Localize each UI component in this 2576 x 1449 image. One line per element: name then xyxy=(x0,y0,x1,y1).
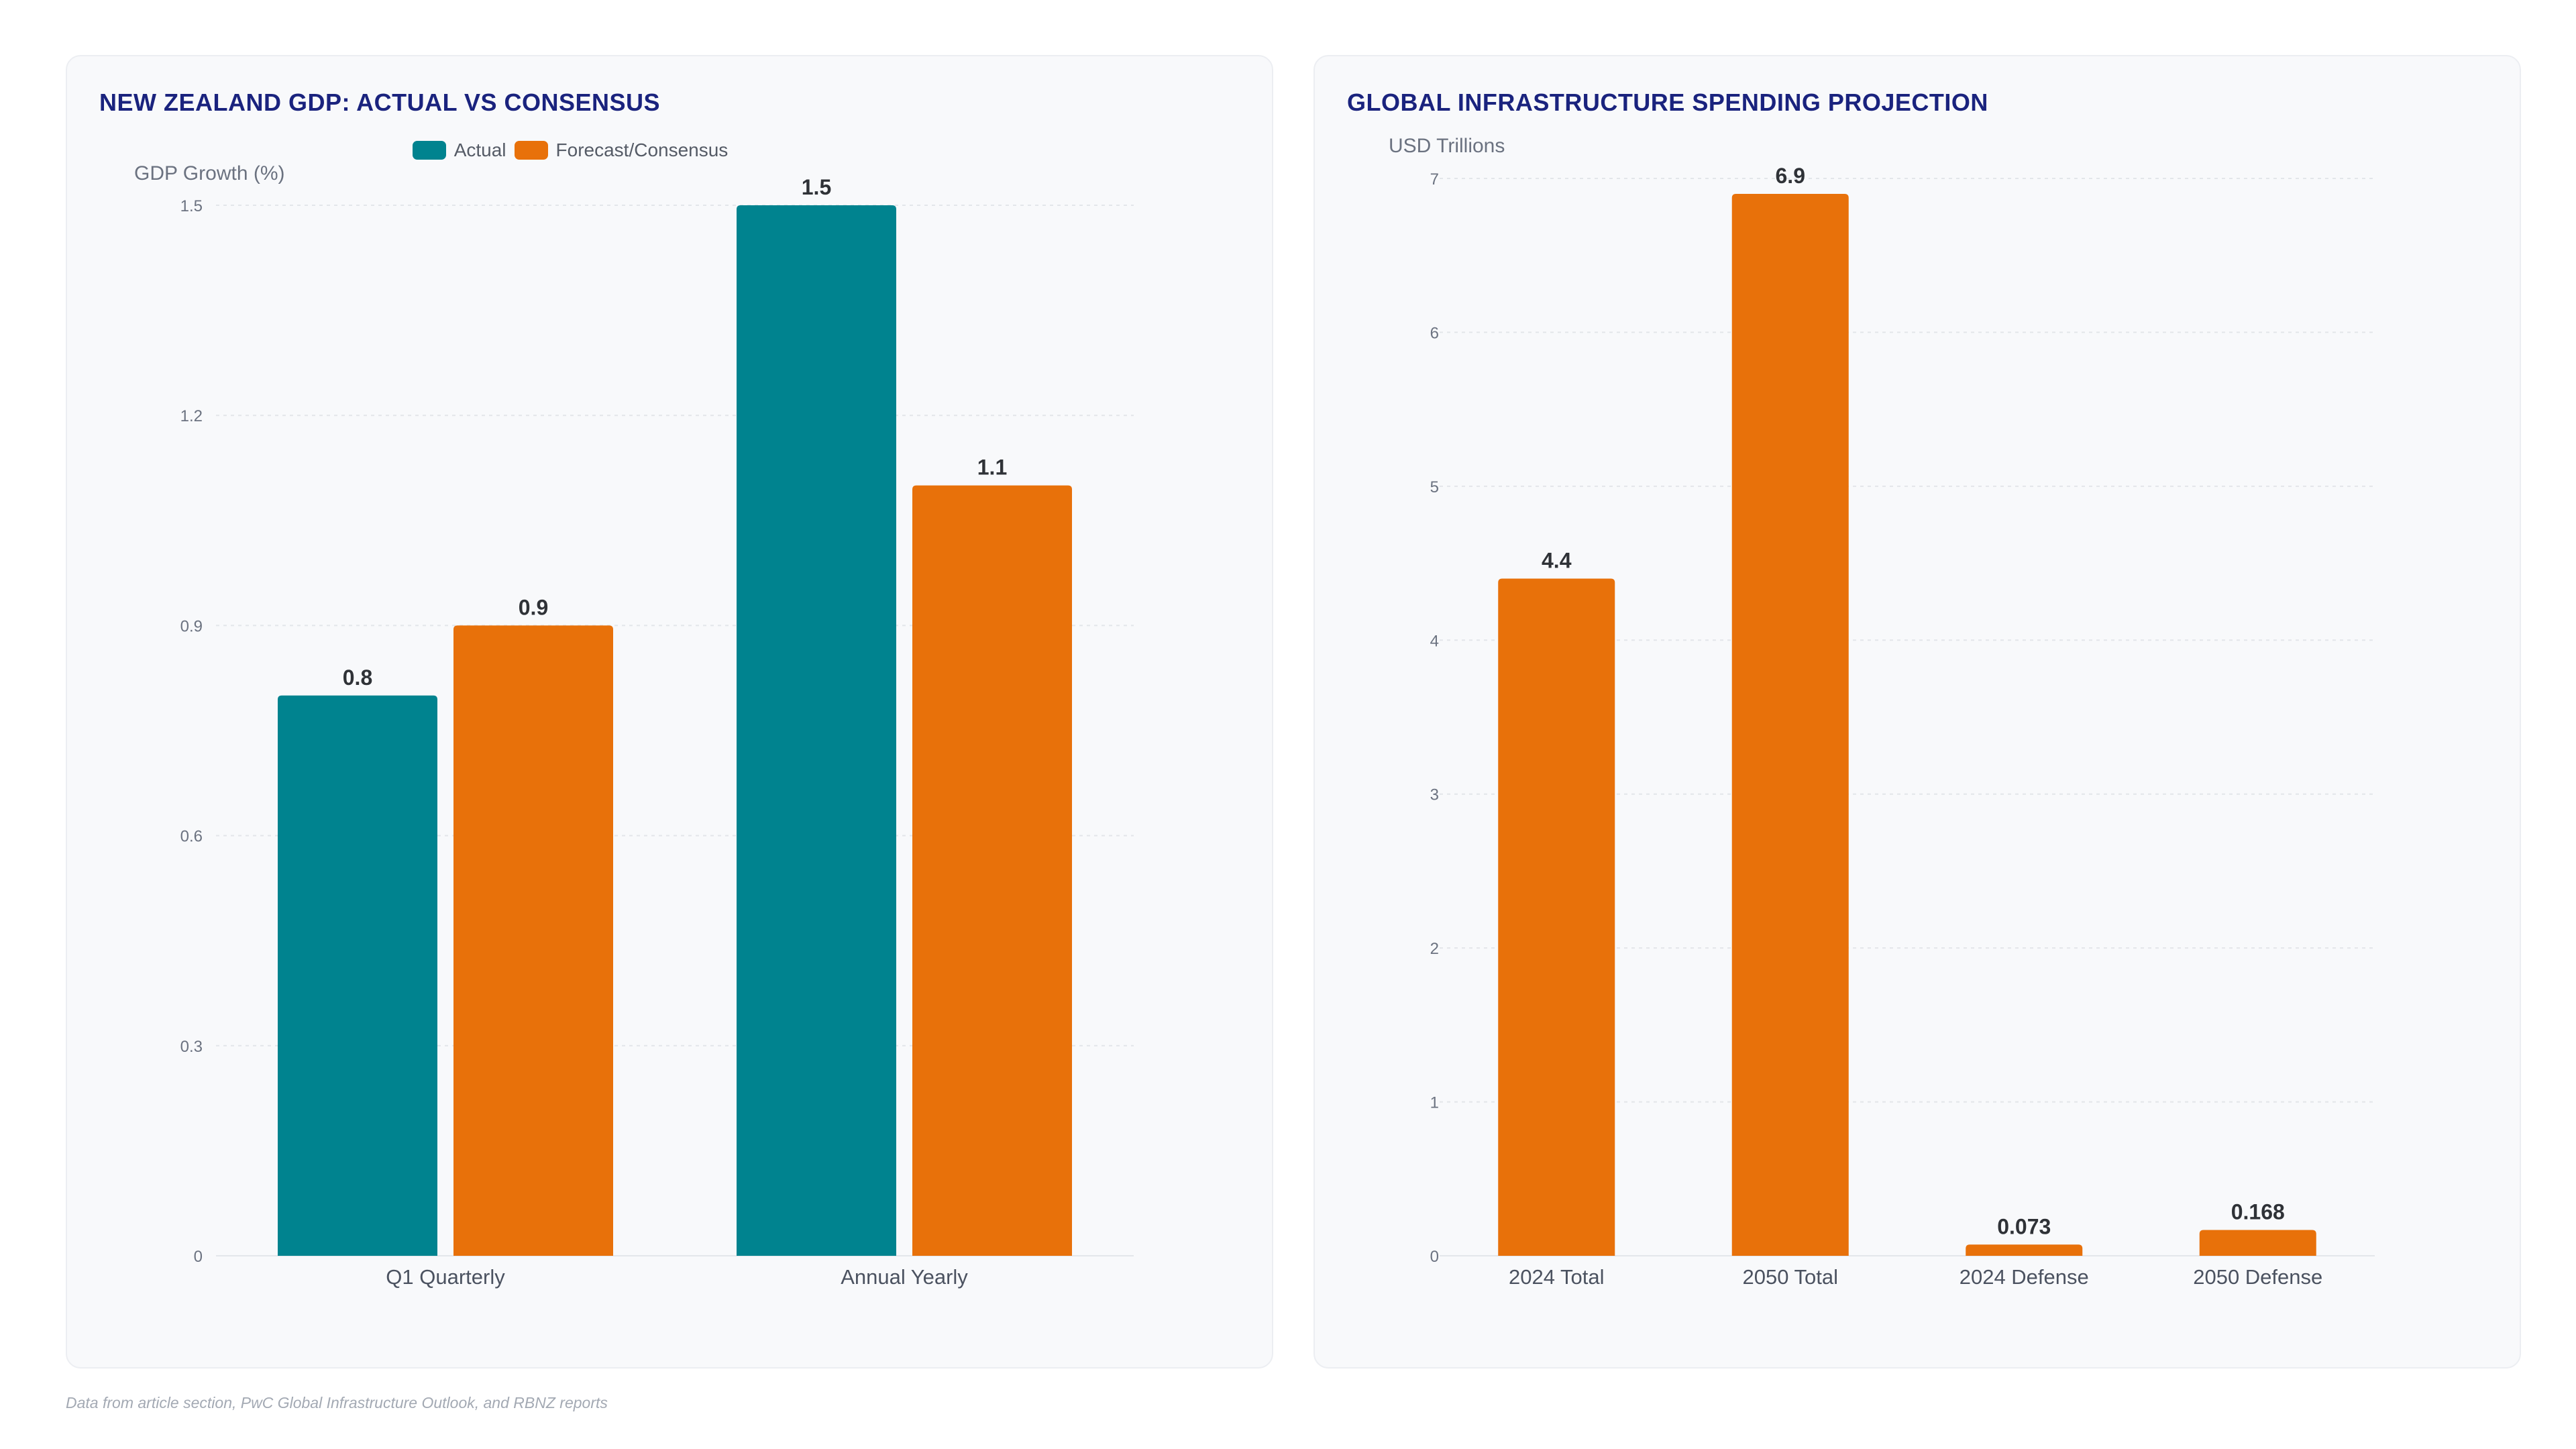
legend-item-forecast[interactable]: Forecast/Consensus xyxy=(514,140,729,161)
gdp-x-tick-label: Q1 Quarterly xyxy=(386,1265,505,1289)
legend-swatch-actual xyxy=(412,141,446,160)
infrastructure-x-tick-label: 2050 Defense xyxy=(2193,1265,2322,1289)
infrastructure-y-tick-label: 4 xyxy=(1430,632,1439,650)
infrastructure-y-axis-title: USD Trillions xyxy=(1389,135,1505,157)
infrastructure-chart-panel: GLOBAL INFRASTRUCTURE SPENDING PROJECTIO… xyxy=(1313,55,2521,1368)
legend-swatch-forecast xyxy=(514,141,548,160)
legend-label-forecast: Forecast/Consensus xyxy=(555,140,729,160)
infrastructure-value-label: 4.4 xyxy=(1542,549,1572,573)
infrastructure-value-label: 6.9 xyxy=(1776,164,1805,188)
gdp-y-tick-label: 1.5 xyxy=(180,197,203,215)
infrastructure-x-tick-label: 2024 Total xyxy=(1509,1265,1605,1289)
gdp-value-label: 0.9 xyxy=(519,595,548,619)
legend-item-actual[interactable]: Actual xyxy=(412,140,506,161)
infrastructure-y-tick-label: 6 xyxy=(1430,324,1439,342)
gdp-y-axis-title: GDP Growth (%) xyxy=(134,162,285,184)
infrastructure-x-tick-label: 2024 Defense xyxy=(1960,1265,2089,1289)
gdp-x-tick-label: Annual Yearly xyxy=(841,1265,968,1289)
gdp-bar xyxy=(453,625,613,1256)
gdp-value-label: 1.1 xyxy=(977,455,1007,480)
gdp-y-tick-label: 0 xyxy=(194,1248,203,1266)
gdp-bar xyxy=(278,695,437,1256)
gdp-chart-title: NEW ZEALAND GDP: ACTUAL VS CONSENSUS xyxy=(99,89,661,116)
gdp-y-tick-label: 0.3 xyxy=(180,1038,203,1056)
infrastructure-y-tick-label: 3 xyxy=(1430,786,1439,804)
infrastructure-value-label: 0.073 xyxy=(1997,1214,2051,1238)
infrastructure-y-tick-label: 0 xyxy=(1430,1248,1439,1266)
gdp-chart-legend: Actual Forecast/Consensus xyxy=(67,140,1275,161)
infrastructure-bar xyxy=(1498,578,1615,1256)
gdp-bar xyxy=(737,205,896,1256)
infrastructure-y-tick-label: 5 xyxy=(1430,478,1439,496)
gdp-bar-chart: 0 0.3 0.6 0.9 1.2 1.5 0.8 0.9 Q1 Quarterly 1.5 1.1… xyxy=(180,175,1134,1289)
infrastructure-bar-chart: 0 1 2 3 4 5 6 7 4.4 2024 Total 6.9 2050 Total 0.073 2… xyxy=(1430,164,2375,1289)
gdp-y-tick-label: 1.2 xyxy=(180,407,203,425)
infrastructure-value-label: 0.168 xyxy=(2231,1199,2285,1224)
infrastructure-bar xyxy=(2199,1230,2316,1256)
gdp-bar xyxy=(912,485,1072,1256)
gdp-value-label: 0.8 xyxy=(343,665,372,690)
infrastructure-x-tick-label: 2050 Total xyxy=(1743,1265,1839,1289)
legend-label-actual: Actual xyxy=(453,140,506,160)
source-note: Data from article section, PwC Global In… xyxy=(66,1394,608,1411)
gdp-y-tick-label: 0.9 xyxy=(180,617,203,635)
infrastructure-bar xyxy=(1966,1244,2083,1256)
infrastructure-chart-title: GLOBAL INFRASTRUCTURE SPENDING PROJECTIO… xyxy=(1347,89,1988,116)
gdp-y-tick-label: 0.6 xyxy=(180,828,203,846)
infrastructure-bar xyxy=(1731,193,1849,1256)
gdp-value-label: 1.5 xyxy=(802,175,831,199)
gdp-chart-panel: NEW ZEALAND GDP: ACTUAL VS CONSENSUS Act… xyxy=(66,55,1273,1368)
infrastructure-y-tick-label: 2 xyxy=(1430,940,1439,958)
infrastructure-y-tick-label: 1 xyxy=(1430,1094,1439,1112)
infrastructure-y-tick-label: 7 xyxy=(1430,170,1439,189)
